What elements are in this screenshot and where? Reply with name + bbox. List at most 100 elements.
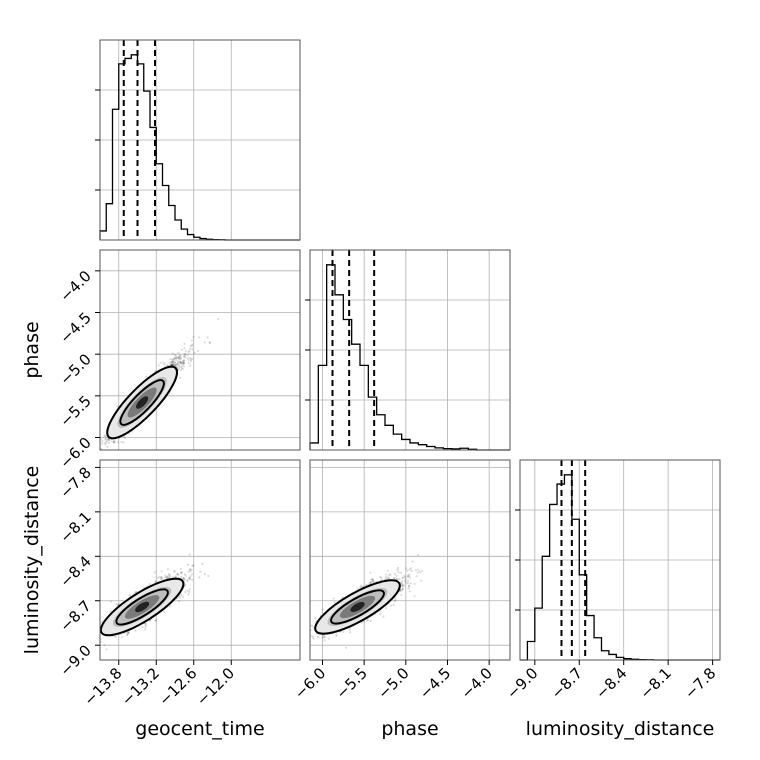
sample-point bbox=[198, 576, 201, 579]
sample-point bbox=[408, 573, 411, 576]
sample-point bbox=[362, 620, 365, 623]
sample-point bbox=[113, 440, 116, 444]
sample-point bbox=[174, 575, 177, 578]
sample-point bbox=[179, 355, 182, 358]
sample-point bbox=[191, 344, 194, 347]
sample-point bbox=[380, 578, 383, 581]
sample-point bbox=[406, 582, 409, 585]
sample-point bbox=[371, 578, 374, 581]
sample-point bbox=[169, 575, 172, 578]
sample-point bbox=[172, 363, 175, 366]
sample-point bbox=[180, 575, 183, 579]
sample-point bbox=[171, 361, 174, 365]
sample-point bbox=[113, 439, 116, 442]
sample-point bbox=[106, 445, 109, 449]
sample-point bbox=[177, 356, 180, 359]
sample-point bbox=[401, 585, 404, 588]
sample-point bbox=[176, 572, 179, 576]
sample-point bbox=[335, 633, 338, 636]
sample-point bbox=[198, 336, 201, 339]
sample-point bbox=[178, 354, 182, 357]
sample-point bbox=[191, 357, 194, 360]
sample-point bbox=[394, 577, 397, 580]
sample-point bbox=[181, 361, 184, 364]
sample-point bbox=[177, 356, 180, 359]
sample-point bbox=[182, 361, 185, 364]
sample-point bbox=[181, 367, 184, 370]
sample-point bbox=[159, 577, 162, 580]
sample-point bbox=[187, 351, 190, 354]
sample-point bbox=[183, 578, 186, 581]
sample-point bbox=[171, 363, 174, 366]
sample-point bbox=[134, 590, 137, 594]
sample-point bbox=[172, 360, 175, 363]
sample-point bbox=[181, 348, 184, 351]
sample-point bbox=[183, 362, 186, 365]
sample-point bbox=[103, 644, 106, 647]
sample-point bbox=[172, 359, 175, 362]
sample-point bbox=[95, 443, 97, 445]
sample-point bbox=[181, 363, 184, 366]
sample-point bbox=[413, 595, 416, 598]
sample-point bbox=[154, 618, 158, 622]
sample-point bbox=[395, 574, 398, 577]
sample-point bbox=[108, 438, 111, 442]
sample-point bbox=[116, 603, 119, 606]
sample-point bbox=[179, 376, 182, 379]
scatter-points-layer bbox=[95, 317, 424, 651]
sample-point bbox=[170, 363, 173, 366]
sample-point bbox=[184, 583, 187, 586]
sample-point bbox=[168, 576, 171, 579]
sample-point bbox=[188, 568, 191, 571]
sample-point bbox=[106, 437, 110, 441]
sample-point bbox=[189, 344, 192, 348]
sample-point bbox=[104, 442, 107, 446]
sample-point bbox=[126, 633, 129, 636]
sample-point bbox=[165, 576, 168, 579]
sample-point bbox=[189, 577, 192, 581]
sample-point bbox=[389, 604, 393, 607]
sample-point bbox=[188, 577, 191, 580]
sample-point bbox=[163, 610, 166, 613]
sample-point bbox=[175, 356, 178, 359]
sample-point bbox=[384, 576, 387, 579]
sample-point bbox=[181, 361, 184, 365]
scatter-phase-vs-luminosity-distance bbox=[310, 553, 424, 649]
sample-point bbox=[170, 361, 173, 364]
sample-point bbox=[113, 441, 116, 444]
sample-point bbox=[367, 618, 370, 622]
sample-point bbox=[180, 593, 183, 597]
sample-point bbox=[127, 631, 130, 635]
sample-point bbox=[172, 358, 175, 361]
density-level bbox=[136, 396, 149, 409]
sample-point bbox=[173, 357, 176, 360]
scatter-geocent-time-vs-luminosity-distance bbox=[100, 553, 210, 651]
sample-point bbox=[172, 360, 175, 363]
sample-point bbox=[179, 360, 182, 363]
sample-point bbox=[141, 625, 144, 629]
sample-point bbox=[166, 568, 169, 571]
sample-point bbox=[420, 579, 423, 582]
sample-point bbox=[208, 341, 211, 345]
sample-point bbox=[145, 375, 148, 378]
sample-point bbox=[166, 577, 169, 580]
sample-point bbox=[174, 361, 177, 365]
sample-point bbox=[179, 361, 182, 364]
sample-point bbox=[372, 580, 376, 584]
sample-point bbox=[409, 590, 412, 593]
sample-point bbox=[177, 368, 180, 371]
sample-point bbox=[312, 637, 315, 640]
sample-point bbox=[192, 335, 195, 339]
sample-point bbox=[173, 364, 176, 367]
sample-point bbox=[182, 595, 185, 598]
sample-point bbox=[180, 571, 183, 574]
sample-point bbox=[189, 570, 192, 573]
sample-point bbox=[180, 365, 183, 368]
sample-point bbox=[179, 567, 182, 571]
sample-point bbox=[403, 584, 406, 587]
sample-point bbox=[182, 359, 186, 362]
sample-point bbox=[166, 364, 169, 367]
sample-point bbox=[174, 361, 177, 364]
sample-point bbox=[182, 577, 185, 580]
